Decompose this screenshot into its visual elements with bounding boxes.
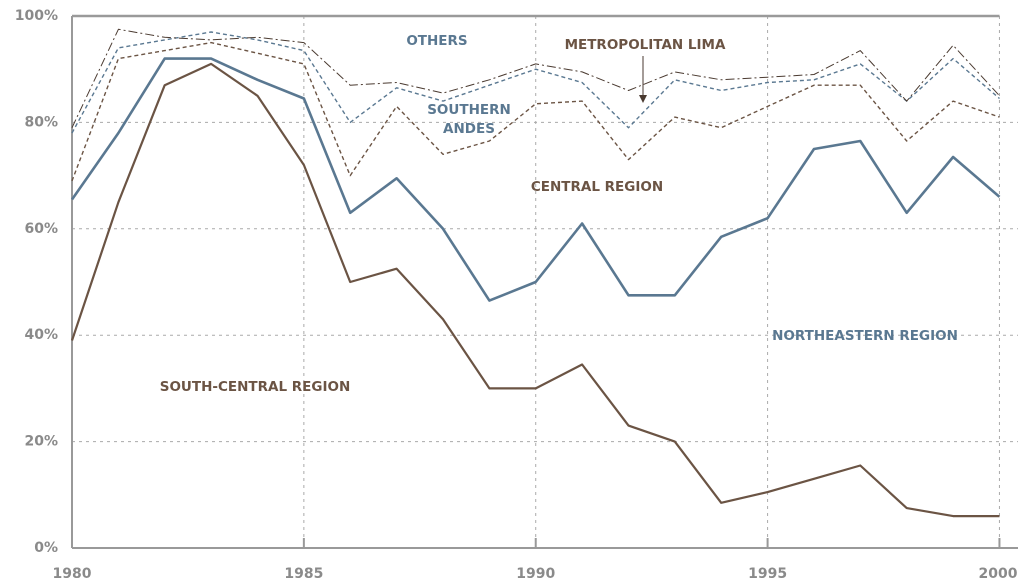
series-line <box>70 57 1001 302</box>
series-line <box>70 62 1000 518</box>
region-label: CENTRAL REGION <box>531 179 663 195</box>
y-tick-label: 80% <box>24 114 58 130</box>
x-tick-label: 1990 <box>516 566 555 582</box>
series-line <box>71 28 1000 128</box>
x-tick-label: 1985 <box>284 566 323 582</box>
series-line <box>71 41 1000 182</box>
x-tick-label: 2000 <box>979 566 1018 582</box>
x-tick-label: 1995 <box>748 566 787 582</box>
region-label: SOUTH-CENTRAL REGION <box>160 379 351 395</box>
region-label: OTHERS <box>406 33 467 49</box>
y-tick-label: 20% <box>24 434 58 450</box>
x-tick-label: 1980 <box>53 566 92 582</box>
annotation-arrowhead <box>639 95 647 103</box>
region-label: SOUTHERN ANDES <box>427 102 511 137</box>
region-label: METROPOLITAN LIMA <box>565 37 726 53</box>
series-line <box>71 31 1000 134</box>
y-tick-label: 0% <box>34 540 58 556</box>
y-tick-label: 60% <box>24 221 58 237</box>
region-label: NORTHEASTERN REGION <box>772 328 958 344</box>
y-tick-label: 100% <box>15 8 58 24</box>
y-tick-label: 40% <box>24 327 58 343</box>
